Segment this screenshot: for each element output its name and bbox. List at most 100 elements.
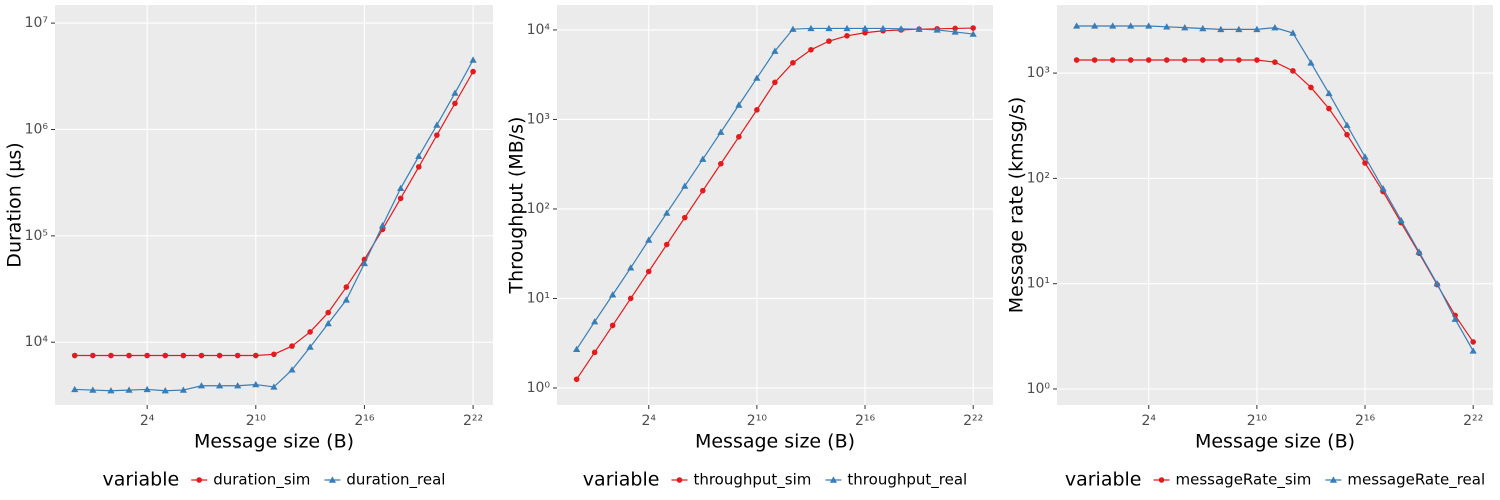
marker	[451, 89, 459, 96]
marker	[772, 79, 778, 86]
x-tick-label: 2¹⁶	[855, 413, 876, 429]
marker	[90, 352, 96, 359]
marker	[736, 133, 742, 140]
marker	[1181, 57, 1188, 63]
marker	[826, 38, 832, 44]
legend-label: messageRate_sim	[1176, 471, 1312, 490]
marker	[718, 160, 724, 167]
marker	[897, 25, 905, 32]
marker	[681, 214, 688, 221]
marker	[252, 380, 260, 388]
x-tick-label: 2¹⁶	[1355, 413, 1376, 429]
marker	[676, 477, 683, 483]
marker	[1290, 68, 1296, 74]
marker	[1109, 57, 1116, 63]
marker	[1091, 57, 1098, 63]
y-tick-label: 10³	[527, 111, 550, 127]
panel: 2⁴ 2¹⁰ 2¹⁶ 2²² 10⁴ 10⁵ 10⁶ 10⁷ Message size (B) D…	[4, 5, 493, 491]
marker	[1091, 22, 1099, 29]
marker	[1325, 89, 1333, 97]
y-tick-label: 10⁶	[25, 121, 49, 137]
marker	[1254, 57, 1260, 63]
marker	[879, 24, 887, 32]
legend-title: variable	[583, 469, 660, 491]
y-axis-title: Duration (µs)	[4, 142, 26, 267]
plot-background	[557, 5, 993, 405]
marker	[789, 25, 797, 32]
y-tick-label: 10²	[1027, 170, 1050, 186]
legend: variable throughput_sim throughput_real	[583, 469, 967, 491]
marker	[125, 386, 133, 393]
marker	[1272, 59, 1278, 65]
legend-title: variable	[103, 469, 180, 491]
marker	[434, 132, 440, 138]
y-tick-label: 10¹	[1027, 276, 1050, 292]
marker	[162, 352, 169, 359]
marker	[1163, 23, 1171, 30]
y-tick-label: 10⁵	[25, 228, 48, 244]
marker	[1308, 84, 1314, 91]
marker	[1362, 160, 1368, 166]
marker	[970, 25, 976, 31]
marker	[969, 30, 977, 37]
x-tick-label: 2⁴	[1141, 413, 1156, 429]
y-axis-title: Message rate (kmsg/s)	[1006, 97, 1028, 314]
legend-key	[671, 477, 688, 483]
marker	[753, 74, 761, 81]
x-tick-label: 2¹⁶	[354, 413, 375, 429]
y-tick-label: 10¹	[527, 290, 550, 306]
marker	[328, 476, 337, 483]
marker	[1253, 25, 1261, 33]
marker	[143, 385, 151, 393]
marker	[1451, 315, 1459, 322]
marker	[1343, 121, 1351, 128]
marker	[197, 382, 206, 389]
x-tick-label: 2⁴	[140, 413, 155, 429]
x-tick-label: 2²²	[963, 413, 983, 429]
marker	[609, 291, 617, 298]
marker	[196, 477, 202, 483]
marker	[452, 100, 458, 107]
marker	[342, 296, 350, 303]
marker	[1469, 347, 1477, 354]
y-tick-label: 10⁴	[25, 334, 49, 350]
y-tick-label: 10⁷	[25, 15, 48, 31]
x-tick-label: 2⁴	[641, 413, 656, 429]
marker	[215, 382, 224, 389]
legend-key	[191, 477, 208, 483]
y-tick-label: 10⁰	[527, 380, 551, 396]
marker	[1217, 25, 1225, 33]
marker	[843, 24, 851, 32]
y-tick-label: 10²	[527, 201, 550, 217]
marker	[470, 68, 476, 75]
marker	[645, 268, 652, 275]
y-tick-label: 10⁰	[1027, 381, 1051, 397]
marker	[252, 352, 259, 359]
marker	[1470, 339, 1476, 345]
legend-label: throughput_sim	[693, 471, 811, 490]
marker	[198, 352, 205, 359]
marker	[1145, 22, 1153, 29]
marker	[1073, 57, 1080, 63]
legend-key	[1325, 476, 1342, 483]
marker	[829, 476, 838, 483]
x-tick-label: 2²²	[463, 413, 483, 429]
marker	[71, 352, 78, 359]
marker	[627, 295, 634, 302]
plot-background	[55, 5, 493, 405]
marker	[1163, 57, 1170, 63]
legend: variable messageRate_sim messageRate_real	[1065, 469, 1485, 491]
legend-title: variable	[1065, 469, 1142, 491]
marker	[861, 24, 869, 32]
marker	[735, 101, 743, 108]
marker	[1379, 184, 1387, 192]
marker	[754, 107, 760, 113]
legend-key	[1153, 477, 1170, 483]
marker	[271, 351, 277, 358]
marker	[699, 155, 707, 162]
marker	[1307, 59, 1315, 66]
marker	[1361, 153, 1369, 160]
marker	[844, 33, 850, 39]
marker	[609, 322, 616, 329]
marker	[343, 284, 350, 290]
